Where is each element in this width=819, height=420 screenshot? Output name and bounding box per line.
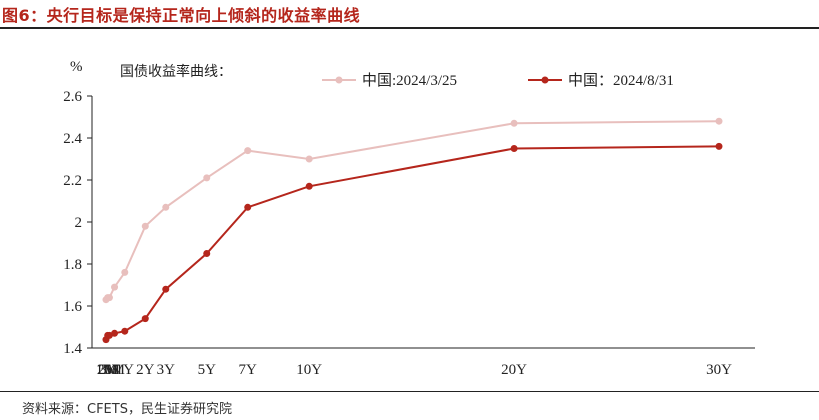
x-tick-label: 2Y	[136, 362, 155, 378]
series-1	[102, 117, 723, 304]
x-tick-label: 3Y	[157, 362, 176, 378]
source-note: 资料来源：CFETS，民生证券研究院	[22, 402, 232, 417]
data-point	[203, 174, 211, 182]
data-point	[244, 203, 252, 211]
y-tick-label: 1.4	[63, 341, 82, 357]
y-tick-label: 2	[75, 215, 83, 231]
footer-rule	[0, 391, 819, 392]
legend-marker	[335, 76, 343, 84]
data-point	[203, 250, 211, 257]
x-tick-label: 2M	[97, 362, 118, 378]
x-tick-label: 7Y	[239, 362, 258, 378]
figure-title: 图6：央行目标是保持正常向上倾斜的收益率曲线	[2, 6, 361, 25]
y-axis-unit-label: %	[70, 59, 83, 75]
x-tick-label: 1M	[96, 362, 117, 378]
legend: 中国:2024/3/25 中国：2024/8/31	[322, 72, 674, 89]
x-tick-label: 6M	[104, 362, 125, 378]
data-point	[305, 155, 313, 163]
data-point	[111, 329, 119, 337]
legend-marker	[541, 76, 549, 84]
chart-title: 国债收益率曲线：	[120, 63, 232, 80]
data-point	[510, 145, 518, 152]
data-point	[111, 283, 119, 291]
data-point	[141, 315, 149, 323]
data-point	[141, 222, 149, 230]
data-point	[162, 285, 170, 293]
title-rule	[0, 27, 819, 29]
data-point	[162, 203, 170, 211]
series-line	[105, 145, 720, 340]
y-tick-label: 2.2	[63, 173, 82, 189]
y-tick-label: 1.8	[63, 257, 82, 273]
data-point	[305, 182, 313, 190]
y-tick-label: 2.6	[63, 89, 82, 105]
data-point	[510, 119, 518, 127]
data-point	[105, 294, 113, 302]
data-point	[121, 327, 129, 335]
legend-label: 中国:2024/3/25	[362, 72, 457, 89]
data-point	[715, 117, 723, 125]
series-2	[102, 142, 723, 344]
data-point	[121, 268, 129, 276]
legend-label: 中国：2024/8/31	[568, 72, 674, 89]
x-tick-label: 5Y	[198, 362, 217, 378]
x-tick-label: 30Y	[706, 362, 732, 378]
series-layer	[102, 117, 723, 344]
x-tick-label: 1Y	[116, 362, 135, 378]
x-tick-label: 10Y	[296, 362, 322, 378]
x-tick-label: 3M	[99, 362, 120, 378]
y-tick-label: 1.6	[63, 299, 82, 315]
y-tick-label: 2.4	[63, 131, 82, 147]
data-point	[715, 142, 723, 150]
data-point	[244, 147, 252, 155]
x-tick-label: 20Y	[501, 362, 527, 378]
